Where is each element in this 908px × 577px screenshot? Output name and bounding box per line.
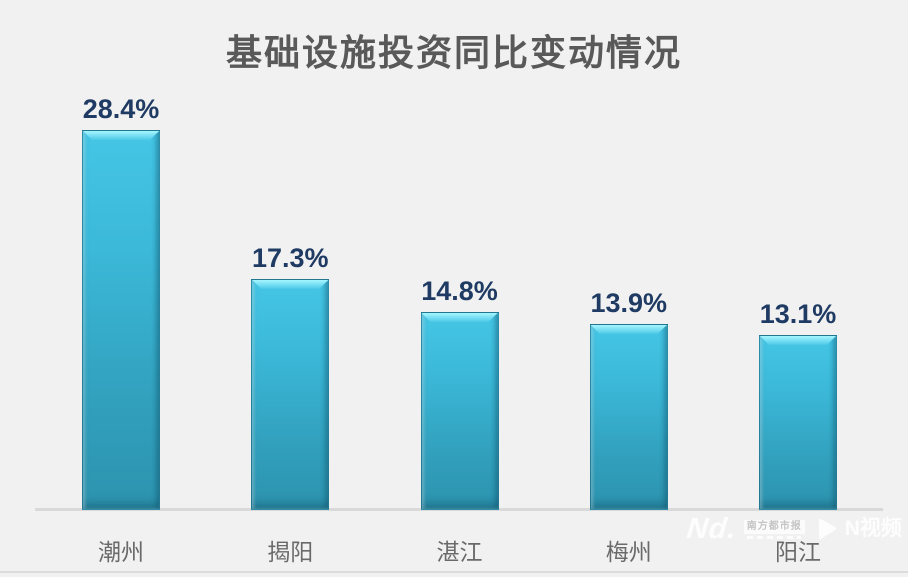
bottom-divider	[0, 571, 908, 573]
category-label: 湛江	[436, 539, 483, 565]
chart-title: 基础设施投资同比变动情况	[225, 32, 682, 73]
bar-value-label: 14.8%	[421, 276, 498, 306]
bar-value-label: 17.3%	[251, 243, 329, 273]
watermark: Nd. 南方都市报 N视频	[685, 513, 902, 545]
bar	[589, 324, 668, 510]
bar-value-label: 13.9%	[590, 288, 668, 318]
category-label: 潮州	[98, 539, 144, 565]
play-icon	[818, 518, 837, 540]
newspaper-badge: 南方都市报	[743, 519, 805, 539]
category-label: 梅州	[605, 539, 652, 565]
bar-value-label: 28.4%	[82, 94, 160, 124]
newspaper-badge-label: 南方都市报	[743, 519, 805, 534]
video-brand-label: N视频	[844, 517, 902, 540]
bar	[759, 335, 837, 510]
category-label: 阳江	[775, 539, 821, 565]
category-label: 揭阳	[267, 539, 314, 565]
nd-logo: Nd.	[685, 513, 739, 545]
bar-value-label: 13.1%	[759, 299, 837, 329]
bar	[82, 130, 160, 510]
bar	[251, 279, 330, 510]
bar	[420, 312, 499, 510]
newspaper-badge-subline	[747, 535, 802, 539]
